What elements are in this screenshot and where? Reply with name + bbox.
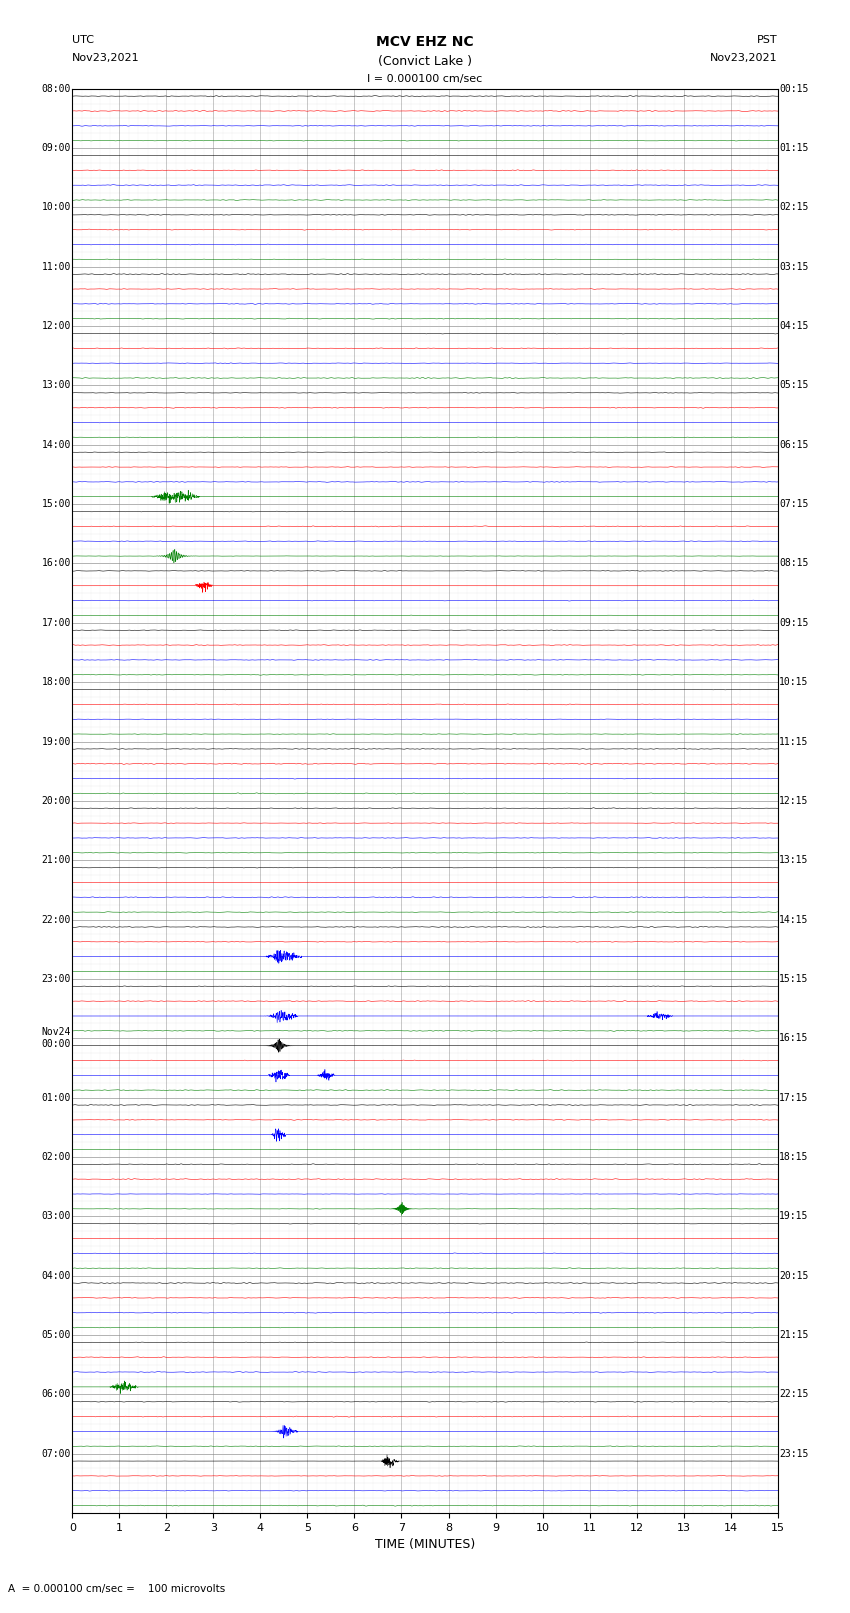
- Text: Nov23,2021: Nov23,2021: [72, 53, 140, 63]
- Text: 10:00: 10:00: [42, 202, 71, 213]
- Text: 17:00: 17:00: [42, 618, 71, 627]
- Text: 22:00: 22:00: [42, 915, 71, 924]
- Text: MCV EHZ NC: MCV EHZ NC: [377, 35, 473, 50]
- Text: 01:15: 01:15: [779, 144, 808, 153]
- Text: 17:15: 17:15: [779, 1092, 808, 1103]
- Text: Nov23,2021: Nov23,2021: [710, 53, 778, 63]
- Text: 03:15: 03:15: [779, 261, 808, 271]
- Text: 05:00: 05:00: [42, 1331, 71, 1340]
- Text: 15:00: 15:00: [42, 498, 71, 510]
- Text: 11:15: 11:15: [779, 737, 808, 747]
- Text: 13:00: 13:00: [42, 381, 71, 390]
- Text: 22:15: 22:15: [779, 1389, 808, 1400]
- Text: 08:00: 08:00: [42, 84, 71, 94]
- Text: 20:15: 20:15: [779, 1271, 808, 1281]
- Text: 02:00: 02:00: [42, 1152, 71, 1161]
- Text: 18:15: 18:15: [779, 1152, 808, 1161]
- Text: 21:00: 21:00: [42, 855, 71, 865]
- Text: 19:15: 19:15: [779, 1211, 808, 1221]
- Text: 23:00: 23:00: [42, 974, 71, 984]
- Text: I = 0.000100 cm/sec: I = 0.000100 cm/sec: [367, 74, 483, 84]
- Text: 12:15: 12:15: [779, 795, 808, 806]
- Text: UTC: UTC: [72, 35, 94, 45]
- Text: 23:15: 23:15: [779, 1448, 808, 1458]
- Text: Nov24
00:00: Nov24 00:00: [42, 1027, 71, 1048]
- Text: 16:00: 16:00: [42, 558, 71, 568]
- Text: PST: PST: [757, 35, 778, 45]
- Text: 19:00: 19:00: [42, 737, 71, 747]
- Text: 05:15: 05:15: [779, 381, 808, 390]
- X-axis label: TIME (MINUTES): TIME (MINUTES): [375, 1539, 475, 1552]
- Text: 06:15: 06:15: [779, 440, 808, 450]
- Text: 07:15: 07:15: [779, 498, 808, 510]
- Text: 04:15: 04:15: [779, 321, 808, 331]
- Text: 14:15: 14:15: [779, 915, 808, 924]
- Text: 09:00: 09:00: [42, 144, 71, 153]
- Text: 03:00: 03:00: [42, 1211, 71, 1221]
- Text: 10:15: 10:15: [779, 677, 808, 687]
- Text: 07:00: 07:00: [42, 1448, 71, 1458]
- Text: 12:00: 12:00: [42, 321, 71, 331]
- Text: 06:00: 06:00: [42, 1389, 71, 1400]
- Text: 04:00: 04:00: [42, 1271, 71, 1281]
- Text: 09:15: 09:15: [779, 618, 808, 627]
- Text: 14:00: 14:00: [42, 440, 71, 450]
- Text: 00:15: 00:15: [779, 84, 808, 94]
- Text: 20:00: 20:00: [42, 795, 71, 806]
- Text: 15:15: 15:15: [779, 974, 808, 984]
- Text: 21:15: 21:15: [779, 1331, 808, 1340]
- Text: 13:15: 13:15: [779, 855, 808, 865]
- Text: 18:00: 18:00: [42, 677, 71, 687]
- Text: 01:00: 01:00: [42, 1092, 71, 1103]
- Text: 16:15: 16:15: [779, 1034, 808, 1044]
- Text: A  = 0.000100 cm/sec =    100 microvolts: A = 0.000100 cm/sec = 100 microvolts: [8, 1584, 226, 1594]
- Text: (Convict Lake ): (Convict Lake ): [378, 55, 472, 68]
- Text: 02:15: 02:15: [779, 202, 808, 213]
- Text: 08:15: 08:15: [779, 558, 808, 568]
- Text: 11:00: 11:00: [42, 261, 71, 271]
